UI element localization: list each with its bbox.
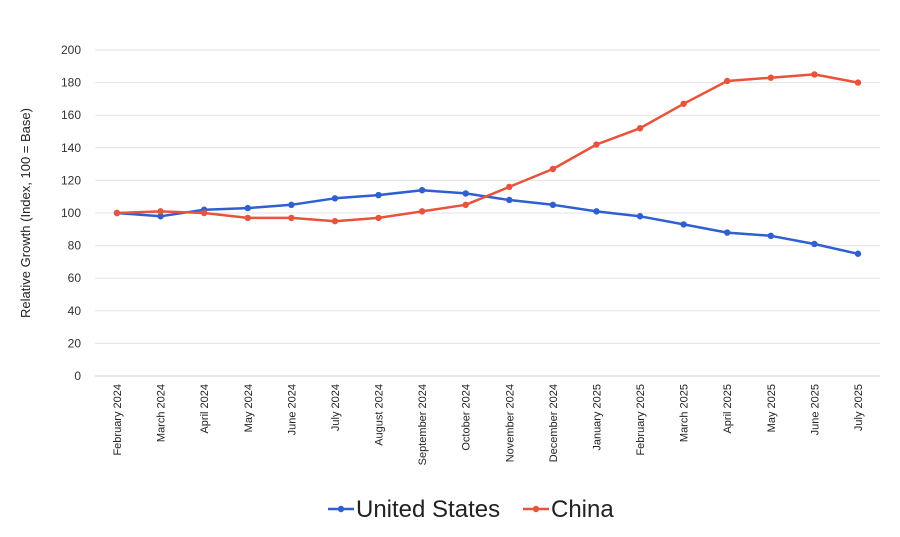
x-tick-label: August 2024 — [374, 384, 386, 446]
x-tick-label: February 2025 — [635, 384, 647, 456]
y-tick-label: 100 — [61, 206, 81, 220]
y-tick-label: 20 — [68, 336, 82, 350]
legend-entry-1: China — [523, 496, 614, 523]
data-point — [767, 232, 775, 240]
data-point — [331, 195, 339, 202]
data-point — [767, 74, 775, 81]
y-tick-label: 120 — [61, 173, 81, 187]
y-axis-label: Relative Growth (Index, 100 = Base) — [18, 108, 33, 318]
y-tick-label: 160 — [61, 108, 81, 122]
data-point — [418, 186, 426, 194]
legend-swatch-marker — [532, 505, 540, 513]
y-tick-label: 40 — [68, 304, 82, 318]
x-tick-label: November 2024 — [504, 384, 516, 462]
y-tick-label: 80 — [68, 239, 82, 253]
series-0 — [113, 186, 862, 257]
data-point — [636, 125, 644, 132]
y-tick-label: 180 — [61, 76, 81, 90]
x-tick-label: May 2025 — [766, 384, 778, 432]
data-point — [375, 214, 382, 222]
data-point — [854, 79, 862, 86]
x-tick-label: January 2025 — [591, 384, 603, 451]
legend-label: United States — [356, 496, 500, 523]
data-point — [113, 209, 121, 217]
data-point — [724, 77, 731, 85]
x-tick-label: July 2024 — [330, 384, 342, 431]
y-tick-label: 200 — [61, 43, 81, 57]
data-point — [680, 221, 687, 228]
data-point — [288, 214, 295, 222]
x-tick-label: April 2024 — [199, 384, 211, 434]
data-point — [200, 209, 208, 217]
data-point — [811, 71, 818, 78]
x-tick-label: December 2024 — [548, 384, 560, 462]
data-point — [724, 229, 731, 236]
legend: United States China — [328, 496, 614, 523]
data-point — [157, 213, 164, 220]
data-point — [680, 100, 687, 107]
data-point — [549, 165, 557, 173]
data-point — [157, 208, 164, 215]
x-tick-label: March 2024 — [156, 384, 168, 442]
x-tick-label: June 2024 — [286, 384, 298, 435]
y-tick-label: 0 — [74, 369, 81, 383]
data-point — [549, 201, 557, 209]
x-tick-label: July 2025 — [853, 384, 865, 431]
data-point — [593, 141, 600, 148]
data-point — [593, 208, 600, 215]
y-axis-ticks: 0 20 40 60 80 100 120 140 160 180 200 — [61, 43, 81, 383]
data-point — [418, 208, 426, 215]
data-point — [506, 196, 513, 204]
legend-entry-0: United States — [328, 496, 500, 523]
legend-label: China — [551, 496, 614, 523]
x-tick-label: June 2025 — [809, 384, 821, 435]
x-tick-label: April 2025 — [722, 384, 734, 434]
data-point — [462, 201, 469, 209]
y-tick-label: 60 — [68, 271, 82, 285]
series-line — [116, 188, 859, 256]
series-line — [116, 73, 859, 223]
x-tick-label: October 2024 — [461, 384, 473, 451]
data-point — [506, 183, 513, 191]
data-point — [636, 213, 644, 220]
data-point — [854, 250, 862, 257]
x-tick-label: February 2024 — [112, 384, 124, 456]
x-tick-label: September 2024 — [417, 384, 429, 465]
series-1 — [113, 71, 862, 225]
data-point — [811, 240, 818, 248]
data-point — [244, 214, 251, 222]
data-point — [331, 217, 339, 225]
data-point — [375, 191, 382, 199]
data-point — [244, 204, 251, 212]
series — [113, 71, 862, 257]
x-axis-ticks: February 2024 March 2024 April 2024 May 202… — [112, 384, 865, 465]
data-point — [462, 190, 469, 197]
y-tick-label: 140 — [61, 141, 81, 155]
data-point — [288, 201, 295, 209]
grid — [95, 49, 880, 377]
x-tick-label: May 2024 — [243, 384, 255, 432]
legend-swatch-marker — [337, 505, 345, 513]
x-tick-label: March 2025 — [679, 384, 691, 442]
